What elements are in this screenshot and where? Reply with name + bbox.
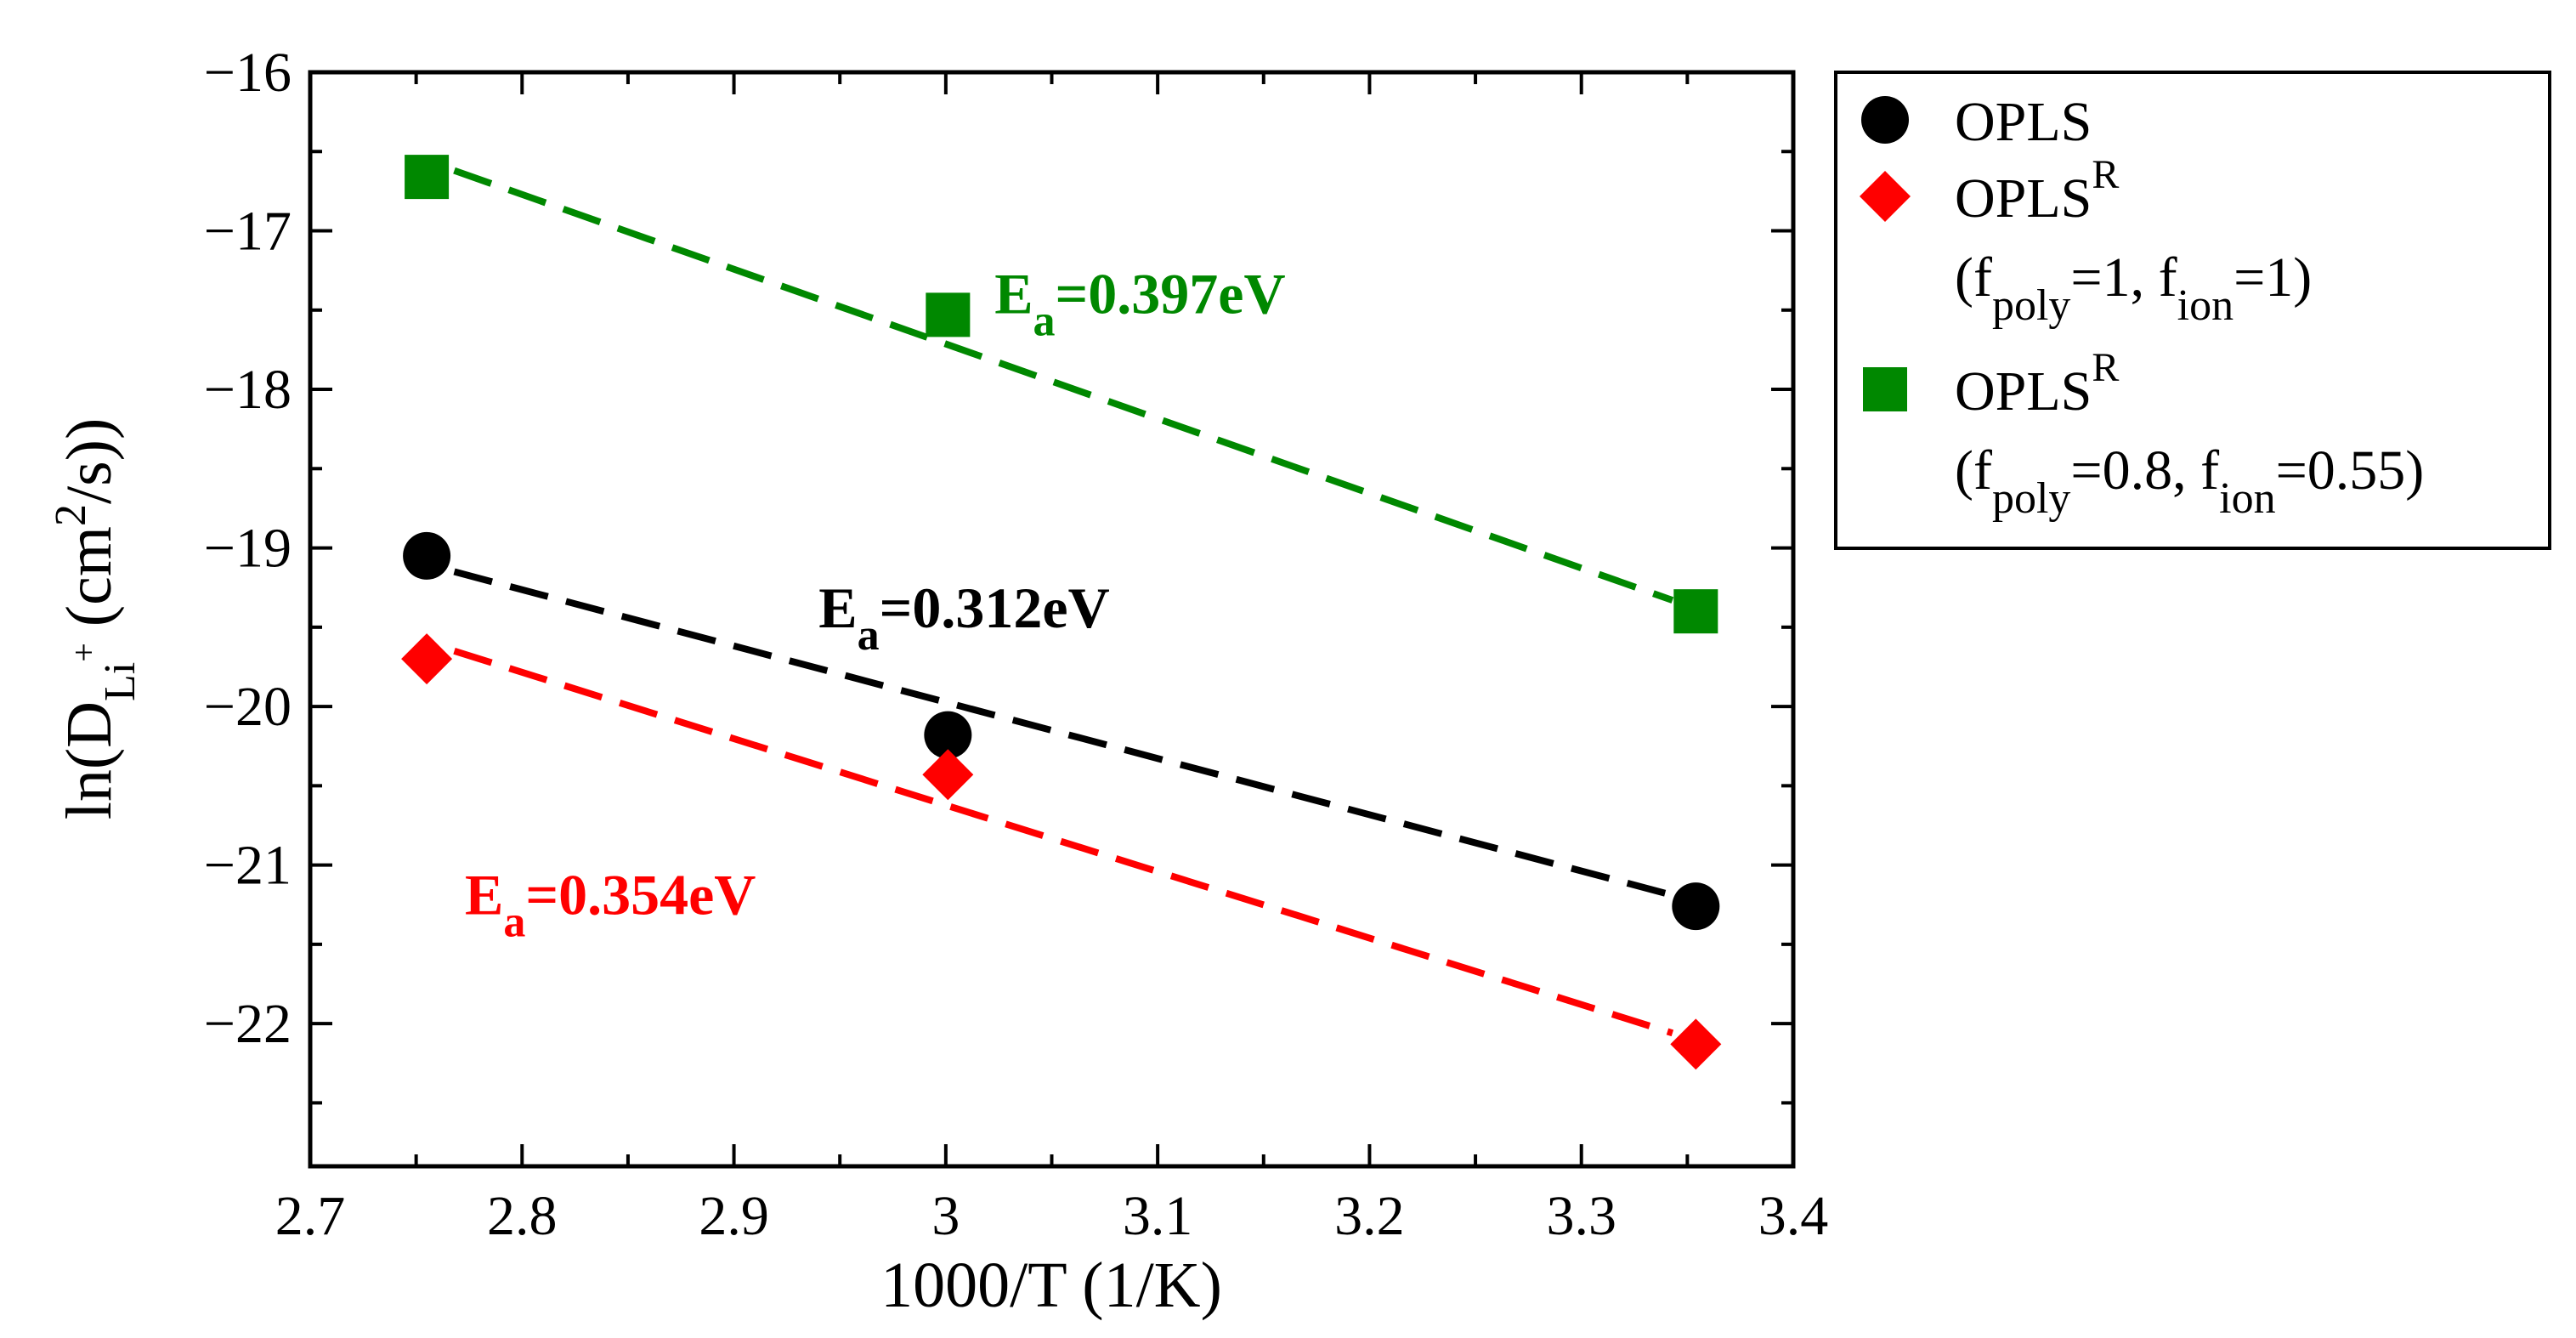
data-point-series-3 (1673, 589, 1718, 634)
data-point-series-2 (922, 749, 974, 801)
data-point-series-3 (926, 292, 971, 337)
y-tick-label: −22 (204, 993, 292, 1055)
legend-box (1834, 71, 2551, 550)
x-tick-label: 3.4 (1758, 1185, 1829, 1247)
activation-energy-label-series-1: Ea=0.312eV (818, 575, 1109, 660)
axis-ticks (309, 71, 1795, 1166)
legend-marker-series-3 (1863, 367, 1907, 411)
fit-line-series-3 (453, 167, 1674, 604)
x-tick-label: 3.1 (1123, 1185, 1193, 1247)
y-tick-label: −21 (204, 835, 292, 897)
activation-energy-labels: Ea=0.312eV Ea=0.354eV Ea=0.397eV (465, 262, 1286, 947)
y-tick-labels: −22 −21 −20 −19 −18 −17 −16 (204, 42, 292, 1055)
x-tick-label: 2.9 (699, 1185, 769, 1247)
y-tick-label: −18 (204, 359, 292, 421)
legend-marker-series-2 (1860, 171, 1911, 222)
legend-label-series-3: OPLSR (1955, 345, 2119, 422)
data-point-series-1 (1672, 882, 1720, 931)
x-tick-label: 3.2 (1334, 1185, 1405, 1247)
fit-lines (453, 167, 1674, 1037)
x-tick-label: 3 (931, 1185, 960, 1247)
data-point-series-3 (405, 155, 450, 200)
x-tick-label: 2.7 (275, 1185, 346, 1247)
data-point-series-1 (924, 711, 972, 759)
fit-line-series-2 (453, 647, 1674, 1037)
data-markers (401, 155, 1722, 1070)
y-tick-label: −17 (204, 201, 292, 263)
y-tick-label: −16 (204, 42, 292, 104)
activation-energy-label-series-2: Ea=0.354eV (465, 862, 756, 946)
activation-energy-label-series-3: Ea=0.397eV (994, 262, 1285, 346)
y-tick-label: −19 (204, 518, 292, 580)
x-axis-title: 1000/T (1/K) (880, 1250, 1222, 1321)
legend-params-series-2: (fpoly=1, fion=1) (1955, 247, 2312, 330)
x-tick-labels: 2.7 2.8 2.9 3 3.1 3.2 3.3 3.4 (275, 1185, 1829, 1247)
y-tick-label: −20 (204, 676, 292, 738)
data-point-series-2 (1670, 1018, 1722, 1070)
x-tick-label: 2.8 (487, 1185, 558, 1247)
data-point-series-1 (403, 531, 451, 580)
x-tick-label: 3.3 (1546, 1185, 1616, 1247)
legend-label-series-2: OPLSR (1955, 152, 2119, 230)
legend-marker-series-1 (1861, 96, 1909, 144)
legend-params-series-3: (fpoly=0.8, fion=0.55) (1955, 439, 2424, 523)
legend-label-series-1: OPLS (1955, 91, 2092, 153)
y-axis-title: ln(DLi+ (cm2/s)) (47, 418, 144, 820)
data-point-series-2 (401, 633, 453, 685)
fit-line-series-1 (453, 568, 1673, 899)
